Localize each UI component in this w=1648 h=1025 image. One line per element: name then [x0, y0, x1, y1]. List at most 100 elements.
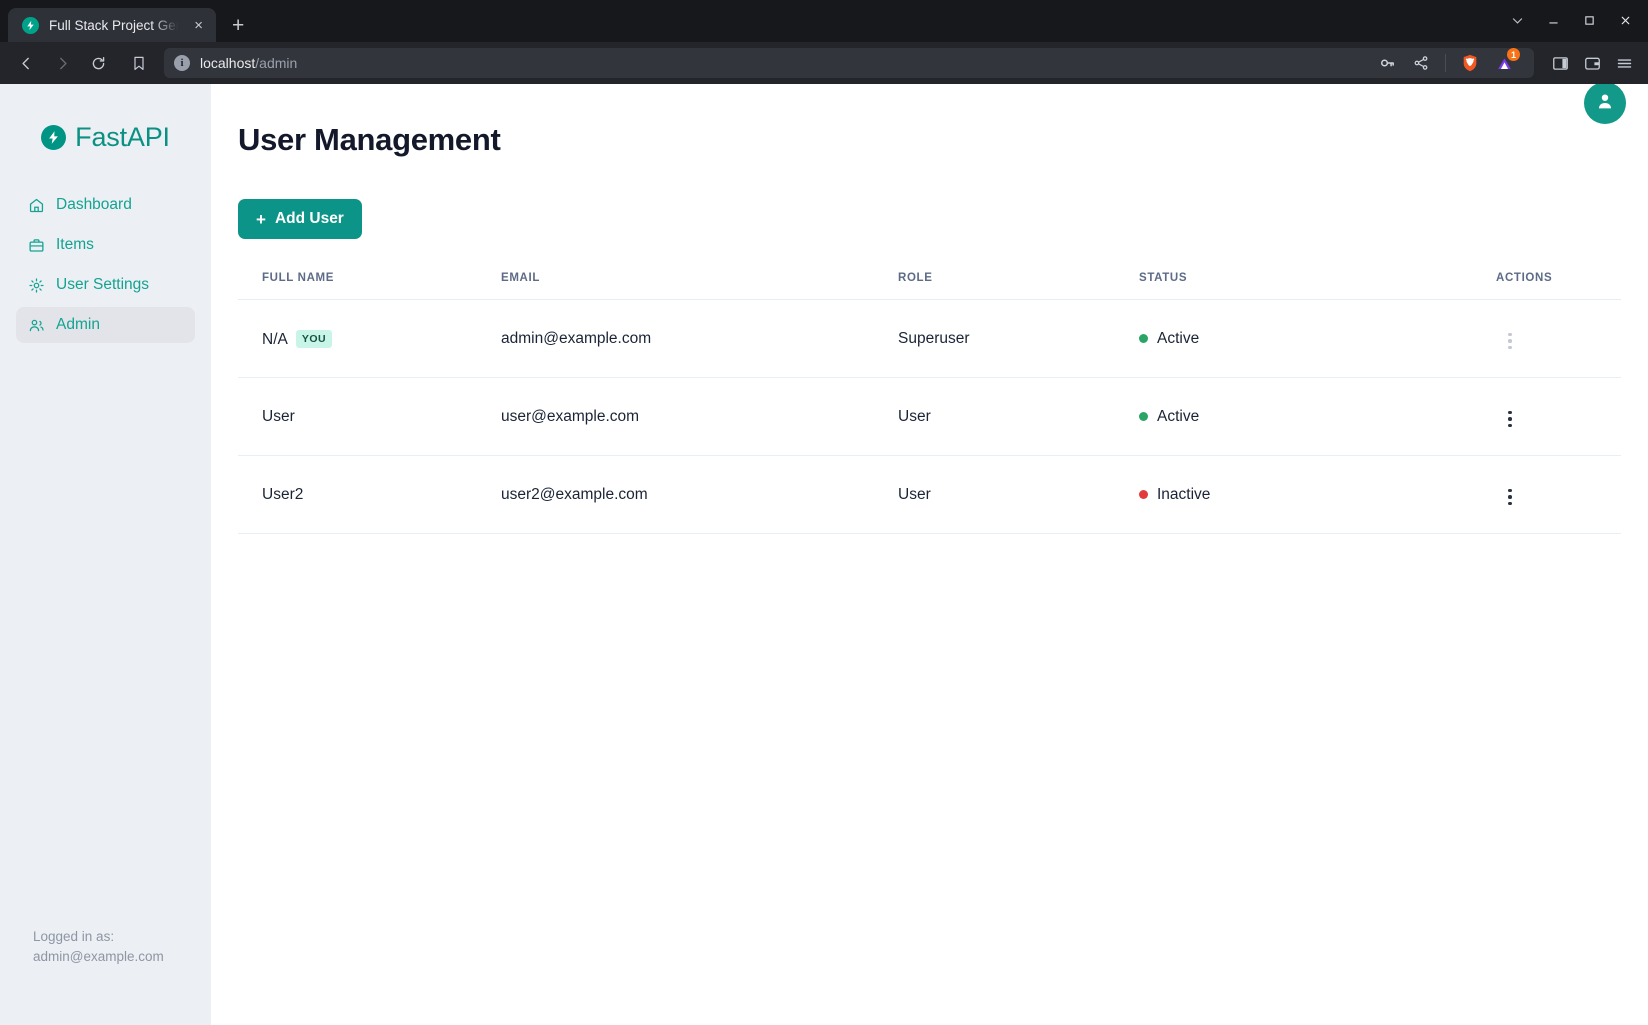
- url-text: localhost/admin: [200, 55, 297, 71]
- brand-name: FastAPI: [75, 122, 170, 152]
- main-content: User Management + Add User FULL NAME EMA…: [211, 84, 1648, 1025]
- chevron-down-icon[interactable]: [1500, 7, 1534, 33]
- status-badge: Active: [1139, 408, 1199, 426]
- full-name-text: User: [262, 408, 295, 425]
- sidebar-item-label: User Settings: [56, 276, 150, 293]
- col-header-email: EMAIL: [501, 272, 541, 284]
- user-avatar-button[interactable]: [1584, 84, 1626, 124]
- minimize-icon[interactable]: [1536, 7, 1570, 33]
- fastapi-logo-icon: [41, 125, 67, 150]
- cell-role: User: [898, 377, 1139, 456]
- cell-status: Inactive: [1139, 455, 1372, 534]
- status-text: Active: [1157, 329, 1200, 347]
- page-viewport: FastAPI Dashboard Items: [0, 84, 1648, 1025]
- browser-tab[interactable]: Full Stack Project Genera ×: [8, 8, 216, 42]
- cell-actions: [1372, 377, 1621, 456]
- cell-full-name: User2: [238, 455, 501, 534]
- cell-actions: [1372, 299, 1621, 378]
- cell-actions: [1372, 455, 1621, 534]
- url-host: localhost: [200, 55, 256, 71]
- tab-strip: Full Stack Project Genera × +: [0, 0, 1648, 42]
- status-text: Inactive: [1157, 485, 1211, 503]
- users-icon: [28, 317, 45, 334]
- tab-close-icon[interactable]: ×: [194, 16, 203, 34]
- page-title: User Management: [238, 122, 501, 157]
- row-actions-menu-icon[interactable]: [1496, 327, 1524, 356]
- fastapi-favicon-icon: [22, 16, 39, 34]
- add-user-button[interactable]: + Add User: [238, 199, 362, 239]
- gear-icon: [28, 277, 45, 294]
- toolbar-right-icons: [1546, 49, 1638, 77]
- share-icon[interactable]: [1407, 49, 1435, 77]
- row-actions-menu-icon[interactable]: [1496, 405, 1524, 434]
- home-icon: [28, 197, 45, 214]
- cell-full-name: N/A YOU: [238, 299, 501, 378]
- url-path: /admin: [255, 55, 298, 71]
- status-badge: Inactive: [1139, 486, 1210, 504]
- brand-logo[interactable]: FastAPI: [0, 84, 211, 187]
- user-avatar-icon: [1594, 90, 1616, 117]
- users-table: FULL NAME EMAIL ROLE STATUS ACTIONS N/A Y…: [238, 272, 1621, 534]
- cell-email: admin@example.com: [501, 299, 898, 378]
- col-header-status: STATUS: [1139, 272, 1188, 284]
- status-text: Active: [1157, 407, 1200, 425]
- cell-role: Superuser: [898, 299, 1139, 378]
- table-row: User user@example.com User Active: [238, 377, 1621, 456]
- sidebar-footer: Logged in as: admin@example.com: [0, 927, 211, 1025]
- extension-badge: 1: [1507, 48, 1520, 61]
- cell-status: Active: [1139, 299, 1372, 378]
- logged-in-email: admin@example.com: [33, 949, 164, 964]
- cell-full-name: User: [238, 377, 501, 456]
- status-dot: [1139, 412, 1148, 422]
- tab-title: Full Stack Project Genera: [49, 17, 182, 33]
- add-user-label: Add User: [274, 210, 344, 227]
- close-icon[interactable]: [1608, 7, 1642, 33]
- cell-email: user2@example.com: [501, 455, 898, 534]
- row-actions-menu-icon[interactable]: [1496, 483, 1524, 512]
- window-controls: [1500, 7, 1642, 33]
- brave-wallet-icon[interactable]: [1578, 49, 1606, 77]
- forward-icon[interactable]: [46, 48, 78, 78]
- site-info-icon[interactable]: i: [174, 55, 190, 71]
- table-body: N/A YOU admin@example.com Superuser Activ…: [238, 299, 1621, 534]
- table-header-row: FULL NAME EMAIL ROLE STATUS ACTIONS: [238, 272, 1621, 300]
- col-header-full-name: FULL NAME: [262, 272, 335, 284]
- plus-icon: +: [256, 209, 266, 229]
- app-sidebar: FastAPI Dashboard Items: [0, 84, 211, 1025]
- sidebar-toggle-icon[interactable]: [1546, 49, 1574, 77]
- url-action-icons: 1: [1373, 48, 1524, 77]
- sidebar-item-user-settings[interactable]: User Settings: [16, 267, 195, 303]
- sidebar-item-dashboard[interactable]: Dashboard: [16, 187, 195, 223]
- status-dot: [1139, 490, 1148, 500]
- sidebar-nav: Dashboard Items User Settings: [0, 187, 211, 343]
- bookmark-icon[interactable]: [124, 48, 154, 78]
- table-head: FULL NAME EMAIL ROLE STATUS ACTIONS: [238, 272, 1621, 300]
- table-row: N/A YOU admin@example.com Superuser Activ…: [238, 299, 1621, 378]
- maximize-icon[interactable]: [1572, 7, 1606, 33]
- col-header-role: ROLE: [898, 272, 933, 284]
- cell-status: Active: [1139, 377, 1372, 456]
- sidebar-item-items[interactable]: Items: [16, 227, 195, 263]
- full-name-text: User2: [262, 486, 304, 503]
- reload-icon[interactable]: [82, 48, 114, 78]
- address-bar[interactable]: i localhost/admin: [164, 48, 1534, 78]
- status-dot: [1139, 334, 1148, 344]
- table-row: User2 user2@example.com User Inactive: [238, 455, 1621, 534]
- browser-toolbar: i localhost/admin: [0, 42, 1648, 84]
- back-icon[interactable]: [10, 48, 42, 78]
- new-tab-button[interactable]: +: [232, 14, 245, 37]
- sidebar-item-label: Admin: [56, 316, 100, 333]
- extension-icon[interactable]: 1: [1490, 48, 1520, 77]
- status-badge: Active: [1139, 330, 1199, 348]
- briefcase-icon: [28, 237, 45, 254]
- brave-shields-icon[interactable]: [1456, 49, 1484, 77]
- cell-email: user@example.com: [501, 377, 898, 456]
- browser-menu-icon[interactable]: [1610, 49, 1638, 77]
- url-area: i localhost/admin: [124, 48, 1534, 78]
- you-badge: YOU: [295, 329, 333, 348]
- logged-in-label: Logged in as:: [33, 929, 115, 944]
- password-key-icon[interactable]: [1373, 49, 1401, 77]
- cell-role: User: [898, 455, 1139, 534]
- sidebar-item-admin[interactable]: Admin: [16, 307, 195, 343]
